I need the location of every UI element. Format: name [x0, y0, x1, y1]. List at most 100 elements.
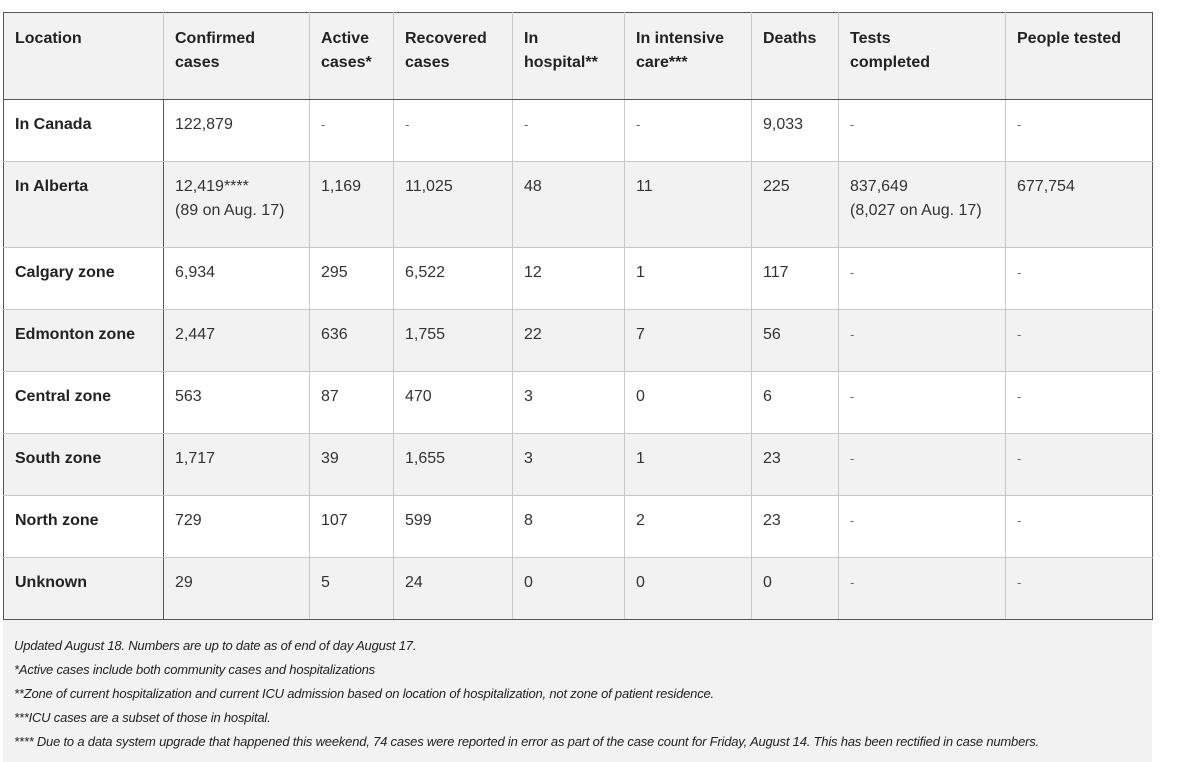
cell-value: 1,755 — [405, 326, 446, 343]
cell-value: 56 — [763, 326, 781, 343]
column-header-in-hospital: In hospital** — [512, 12, 625, 100]
cell-recovered-cases: 1,655 — [393, 433, 513, 496]
cell-value: 0 — [636, 574, 645, 591]
cell-location: Unknown — [3, 557, 164, 620]
header-text: Active — [321, 30, 370, 47]
cell-people-tested: - — [1005, 99, 1153, 162]
header-text: completed — [850, 54, 931, 71]
cell-in-hospital: 48 — [512, 161, 625, 248]
cell-value: 11 — [636, 178, 653, 195]
cell-value: 636 — [321, 326, 348, 343]
cell-value: 1 — [636, 450, 645, 467]
cell-confirmed-cases: 563 — [163, 371, 310, 434]
cell-active-cases: - — [309, 99, 394, 162]
header-text: Recovered — [405, 30, 487, 47]
footnote: Updated August 18. Numbers are up to dat… — [14, 638, 417, 653]
cell-value: 0 — [763, 574, 772, 591]
cell-value: 39 — [321, 450, 339, 467]
header-text: Location — [15, 30, 82, 47]
cell-value: 2,447 — [175, 326, 216, 343]
cell-value: 0 — [636, 388, 645, 405]
cell-value: Calgary zone — [15, 264, 115, 281]
cell-people-tested: - — [1005, 433, 1153, 496]
header-text: In intensive — [636, 30, 725, 47]
cell-value: - — [1017, 575, 1022, 590]
table-body: In Canada 122,879- - - -9,033- - In Alberta 12,… — [3, 99, 1153, 620]
cell-value: 6,522 — [405, 264, 446, 281]
cell-value: - — [405, 117, 410, 132]
covid-stats-panel: Location Confirmed cases Active cases* Recove… — [3, 12, 1153, 762]
cell-active-cases: 107 — [309, 495, 394, 558]
header-text: People tested — [1017, 30, 1122, 47]
table-row: Central zone 563 87 470 3 0 6 - - — [3, 371, 1153, 434]
cell-tests-completed: - — [838, 309, 1006, 372]
cell-value: - — [850, 389, 855, 404]
cell-location: In Alberta — [3, 161, 164, 248]
cell-value: South zone — [15, 450, 102, 467]
cell-active-cases: 39 — [309, 433, 394, 496]
cell-value: 563 — [175, 388, 202, 405]
cell-in-hospital: 3 — [512, 371, 625, 434]
cell-deaths: 56 — [751, 309, 839, 372]
cell-active-cases: 636 — [309, 309, 394, 372]
cell-deaths: 23 — [751, 495, 839, 558]
cell-value: - — [321, 117, 326, 132]
cell-deaths: 117 — [751, 247, 839, 310]
footnote: **** Due to a data system upgrade that h… — [14, 734, 1039, 749]
cell-recovered-cases: 6,522 — [393, 247, 513, 310]
cell-in-hospital: 8 — [512, 495, 625, 558]
cell-in-intensive-care: 11 — [624, 161, 752, 248]
cell-tests-completed: - — [838, 433, 1006, 496]
cell-location: South zone — [3, 433, 164, 496]
cell-value: 87 — [321, 388, 339, 405]
column-header-people-tested: People tested — [1005, 12, 1153, 100]
footnote: ***ICU cases are a subset of those in ho… — [14, 710, 271, 725]
cell-in-hospital: - — [512, 99, 625, 162]
cell-value: 5 — [321, 574, 330, 591]
column-header-confirmed-cases: Confirmed cases — [163, 12, 310, 100]
cell-value: 3 — [524, 450, 533, 467]
cell-tests-completed: - — [838, 495, 1006, 558]
cell-tests-completed: 837,649 (8,027 on Aug. 17) — [838, 161, 1006, 248]
cell-people-tested: - — [1005, 557, 1153, 620]
table-row: North zone 729 107 599 8 2 23 - - — [3, 495, 1153, 558]
column-header-in-intensive-care: In intensive care*** — [624, 12, 752, 100]
cell-active-cases: 295 — [309, 247, 394, 310]
cell-tests-completed: - — [838, 99, 1006, 162]
header-text: Deaths — [763, 30, 817, 47]
header-text: In — [524, 30, 539, 47]
cell-value: - — [1017, 451, 1022, 466]
cell-value: - — [1017, 327, 1022, 342]
cell-confirmed-cases: 729 — [163, 495, 310, 558]
cell-tests-completed: - — [838, 557, 1006, 620]
cell-value: 12 — [524, 264, 542, 281]
cell-in-intensive-care: 1 — [624, 247, 752, 310]
cell-location: Calgary zone — [3, 247, 164, 310]
cell-value: - — [850, 327, 855, 342]
table-row: Edmonton zone 2,447 636 1,755 22 7 56 - - — [3, 309, 1153, 372]
cell-location: Central zone — [3, 371, 164, 434]
cell-value: Central zone — [15, 388, 112, 405]
cell-tests-completed: - — [838, 247, 1006, 310]
cell-active-cases: 87 — [309, 371, 394, 434]
table-row: South zone 1,717 39 1,655 3 1 23 - - — [3, 433, 1153, 496]
cell-value: In Canada — [15, 116, 92, 133]
cell-value: - — [1017, 513, 1022, 528]
cell-confirmed-cases: 1,717 — [163, 433, 310, 496]
cell-confirmed-cases: 12,419**** (89 on Aug. 17) — [163, 161, 310, 248]
column-header-location: Location — [3, 12, 164, 100]
cell-value: - — [850, 451, 855, 466]
cell-value: 107 — [321, 512, 348, 529]
cell-value: 1,717 — [175, 450, 216, 467]
cell-note: (89 on Aug. 17) — [175, 202, 285, 219]
cell-value: - — [1017, 265, 1022, 280]
cell-value: 7 — [636, 326, 645, 343]
cell-value: 11,025 — [405, 178, 453, 195]
cell-in-intensive-care: 0 — [624, 371, 752, 434]
cell-in-intensive-care: 2 — [624, 495, 752, 558]
table-row: Calgary zone 6,934 295 6,522 12 1 117 - - — [3, 247, 1153, 310]
cell-value: 24 — [405, 574, 423, 591]
header-text: cases — [175, 54, 220, 71]
header-text: Confirmed — [175, 30, 255, 47]
cell-value: 9,033 — [763, 116, 804, 133]
